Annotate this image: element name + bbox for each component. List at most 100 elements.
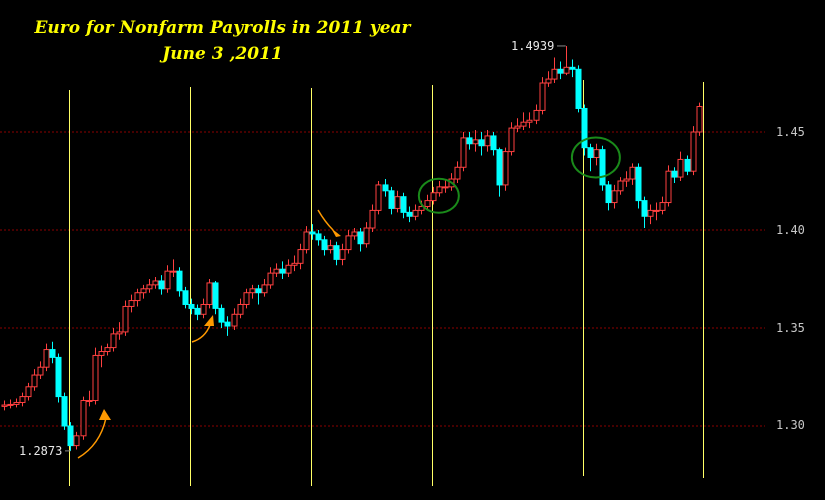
- candle: [466, 132, 473, 150]
- candle: [599, 145, 606, 191]
- candle: [400, 192, 407, 219]
- candle: [412, 204, 419, 221]
- candle: [206, 279, 213, 309]
- candle-body: [188, 303, 195, 309]
- candle-body: [55, 356, 62, 398]
- candle: [273, 263, 280, 278]
- candle: [502, 147, 509, 191]
- candle-body: [424, 200, 431, 207]
- candle-body: [430, 192, 437, 202]
- candle-body: [514, 125, 521, 129]
- candle-body: [339, 249, 346, 260]
- candle: [526, 112, 533, 129]
- candle: [188, 298, 195, 315]
- candle: [49, 341, 56, 364]
- candle-body: [13, 401, 20, 405]
- candle: [255, 284, 262, 305]
- candle: [176, 267, 183, 297]
- candle-body: [110, 333, 117, 349]
- candle: [339, 243, 346, 266]
- candle: [394, 190, 401, 213]
- candle: [146, 279, 153, 293]
- candle-body: [382, 184, 389, 192]
- candle-body: [164, 270, 171, 290]
- candle: [267, 267, 274, 289]
- y-tick-label: 1.45: [776, 125, 805, 139]
- candle-body: [237, 303, 244, 315]
- candle-body: [502, 151, 509, 186]
- candle: [182, 286, 189, 309]
- candle: [677, 151, 684, 181]
- candle: [653, 202, 660, 221]
- candle: [557, 61, 564, 80]
- candle-body: [194, 307, 201, 315]
- candle: [375, 181, 382, 215]
- candle-body: [454, 166, 461, 180]
- candle: [104, 343, 111, 356]
- candle: [31, 369, 38, 391]
- candle-body: [551, 68, 558, 80]
- candle: [563, 45, 570, 76]
- candle: [200, 298, 207, 319]
- candle: [551, 57, 558, 83]
- candle: [170, 259, 177, 278]
- candle: [158, 275, 165, 295]
- candle: [92, 347, 99, 405]
- highlight-circle: [570, 136, 621, 179]
- candle: [315, 230, 322, 246]
- candle-body: [526, 119, 533, 123]
- candle-body: [297, 249, 304, 264]
- candle-body: [533, 109, 540, 121]
- candle-body: [92, 354, 99, 402]
- candle: [490, 132, 497, 156]
- candle: [218, 304, 225, 328]
- candle-body: [182, 290, 189, 305]
- candle: [345, 230, 352, 254]
- candle-body: [303, 231, 310, 251]
- candle-body: [545, 78, 552, 84]
- candle-body: [122, 305, 129, 333]
- candle-body: [460, 137, 467, 168]
- candle: [647, 204, 654, 225]
- candle-body: [641, 200, 648, 217]
- candle: [67, 422, 74, 451]
- candle: [285, 259, 292, 278]
- candle: [98, 345, 105, 368]
- highlight-circle: [417, 177, 460, 214]
- candle-body: [1, 404, 8, 407]
- candle: [442, 179, 449, 193]
- candle-body: [321, 239, 328, 251]
- candle-body: [279, 268, 286, 274]
- candle-body: [623, 178, 630, 182]
- candle: [86, 390, 93, 407]
- candle: [508, 122, 515, 156]
- candle: [363, 222, 370, 248]
- candle: [623, 171, 630, 187]
- candle-body: [206, 282, 213, 305]
- high-price-label: 1.4939: [511, 39, 554, 53]
- candle: [587, 143, 594, 172]
- candle: [80, 396, 87, 440]
- candle-body: [243, 292, 250, 305]
- y-tick-label: 1.40: [776, 223, 805, 237]
- candle-body: [357, 231, 364, 245]
- candle-body: [128, 300, 135, 307]
- candle-body: [231, 313, 238, 327]
- candle: [611, 184, 618, 209]
- candle-body: [152, 280, 159, 286]
- candle-body: [412, 209, 419, 217]
- candle: [333, 241, 340, 266]
- candle: [122, 300, 129, 336]
- candle: [684, 155, 691, 176]
- candle-body: [98, 351, 105, 356]
- candle-body: [146, 284, 153, 290]
- candle: [25, 382, 32, 401]
- candle: [231, 308, 238, 330]
- candle-body: [472, 139, 479, 145]
- candle-body: [690, 131, 697, 172]
- candle-body: [478, 139, 485, 147]
- candle-body: [400, 196, 407, 213]
- candle-body: [406, 211, 413, 217]
- candle-body: [261, 284, 268, 294]
- candle-body: [484, 135, 491, 147]
